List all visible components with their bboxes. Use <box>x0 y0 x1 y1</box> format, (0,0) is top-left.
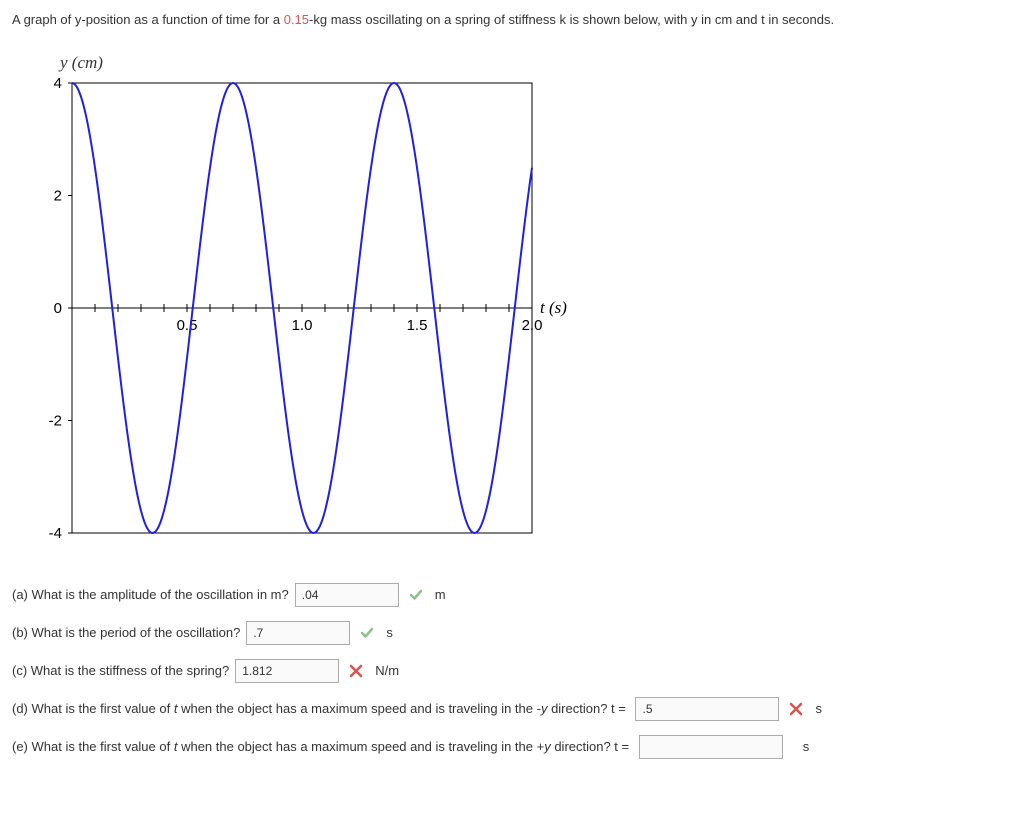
chart-svg: 4 2 0 -2 -4 0.5 1.0 1.5 2.0t (s) <box>12 73 572 543</box>
qd-answer[interactable]: .5 <box>635 697 779 721</box>
svg-text:2: 2 <box>54 188 62 205</box>
cross-icon <box>789 702 803 716</box>
oscillation-chart: y (cm) 4 2 0 -2 -4 0.5 1.0 1.5 2.0t (s) <box>12 50 1012 544</box>
y-axis-label: y (cm) <box>60 50 1012 76</box>
qb-unit: s <box>386 623 393 643</box>
svg-text:4: 4 <box>54 75 62 92</box>
svg-text:2.0: 2.0 <box>522 317 543 334</box>
questions: (a) What is the amplitude of the oscilla… <box>12 583 1012 759</box>
svg-text:0.5: 0.5 <box>177 317 198 334</box>
qc-unit: N/m <box>375 661 399 681</box>
mass-value: 0.15 <box>284 12 309 27</box>
qb-answer[interactable]: .7 <box>246 621 350 645</box>
qa-answer[interactable]: .04 <box>295 583 399 607</box>
qd-unit: s <box>815 699 822 719</box>
question-a: (a) What is the amplitude of the oscilla… <box>12 583 1012 607</box>
intro-post: -kg mass oscillating on a spring of stif… <box>309 12 834 27</box>
qb-label: (b) What is the period of the oscillatio… <box>12 623 240 643</box>
check-icon <box>360 626 374 640</box>
svg-text:1.5: 1.5 <box>407 317 428 334</box>
qe-label: (e) What is the first value of t when th… <box>12 737 633 757</box>
svg-text:-4: -4 <box>49 525 62 542</box>
svg-text:t (s): t (s) <box>540 298 567 317</box>
check-icon <box>409 588 423 602</box>
qd-label: (d) What is the first value of t when th… <box>12 699 629 719</box>
question-b: (b) What is the period of the oscillatio… <box>12 621 1012 645</box>
intro-pre: A graph of y-position as a function of t… <box>12 12 284 27</box>
question-d: (d) What is the first value of t when th… <box>12 697 1012 721</box>
qa-unit: m <box>435 585 446 605</box>
svg-text:-2: -2 <box>49 413 62 430</box>
question-e: (e) What is the first value of t when th… <box>12 735 1012 759</box>
qc-answer[interactable]: 1.812 <box>235 659 339 683</box>
cross-icon <box>349 664 363 678</box>
qe-answer[interactable] <box>639 735 783 759</box>
problem-intro: A graph of y-position as a function of t… <box>12 10 1012 30</box>
svg-text:0: 0 <box>54 300 62 317</box>
qc-label: (c) What is the stiffness of the spring? <box>12 661 229 681</box>
question-c: (c) What is the stiffness of the spring?… <box>12 659 1012 683</box>
svg-text:1.0: 1.0 <box>292 317 313 334</box>
qa-label: (a) What is the amplitude of the oscilla… <box>12 585 289 605</box>
qe-unit: s <box>803 737 810 757</box>
